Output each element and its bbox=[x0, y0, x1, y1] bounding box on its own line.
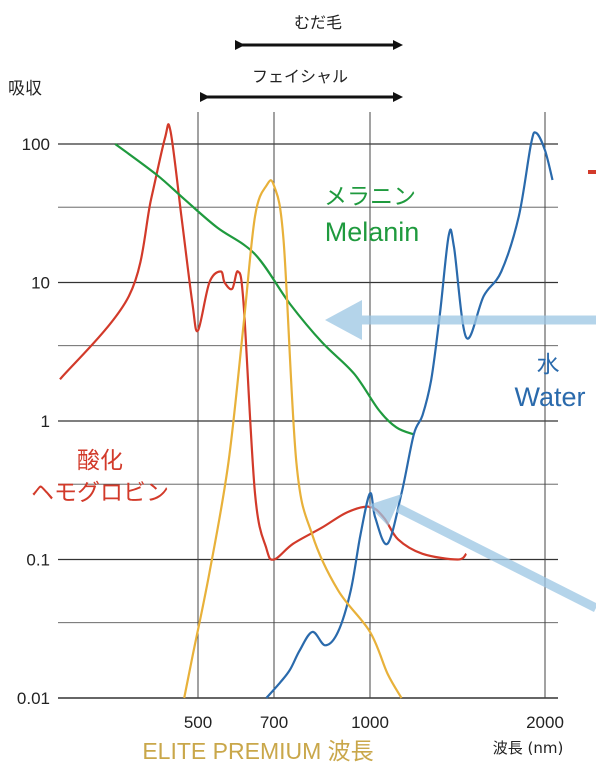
series-elite-premium bbox=[183, 179, 403, 699]
series-melanin bbox=[114, 143, 415, 436]
y-tick-label: 100 bbox=[22, 135, 50, 154]
blue-arrows bbox=[325, 300, 596, 613]
elite-premium-caption: ELITE PREMIUM 波長 bbox=[142, 738, 373, 764]
water-label-jp: 水 bbox=[537, 352, 560, 378]
y-tick-label: 1 bbox=[41, 412, 50, 431]
x-tick-label: 500 bbox=[184, 713, 212, 732]
label-melanin: メラニン Melanin bbox=[324, 184, 419, 247]
y-axis-label: 吸収 bbox=[8, 79, 42, 99]
x-tick-label: 1000 bbox=[351, 713, 389, 732]
x-tick-labels: 500 700 1000 2000 bbox=[184, 713, 564, 732]
series-water bbox=[265, 131, 554, 699]
x-tick-label: 700 bbox=[260, 713, 288, 732]
range-hair: むだ毛 bbox=[235, 13, 403, 50]
hemoglobin-label-jp2: ヘモグロビン bbox=[31, 480, 169, 506]
x-axis-label: 波長 (nm) bbox=[493, 739, 564, 757]
y-tick-labels: 100 10 1 0.1 0.01 bbox=[17, 135, 50, 708]
range-facial-label: フェイシャル bbox=[252, 67, 348, 86]
x-tick-label: 2000 bbox=[526, 713, 564, 732]
gridlines bbox=[58, 112, 558, 699]
range-facial: フェイシャル bbox=[200, 67, 403, 102]
blue-arrow-head-upper bbox=[325, 300, 362, 340]
blue-arrow-shaft-lower bbox=[395, 503, 596, 613]
y-tick-label: 0.01 bbox=[17, 689, 50, 708]
y-tick-label: 0.1 bbox=[26, 551, 50, 570]
label-water: 水 Water bbox=[514, 352, 585, 412]
melanin-label-jp: メラニン bbox=[324, 184, 416, 210]
label-hemoglobin: 酸化 ヘモグロビン bbox=[31, 448, 169, 506]
hemoglobin-label-jp: 酸化 bbox=[77, 448, 123, 474]
melanin-label-en: Melanin bbox=[325, 217, 420, 247]
y-tick-label: 10 bbox=[31, 274, 50, 293]
range-hair-label: むだ毛 bbox=[294, 13, 342, 32]
series-lines bbox=[59, 123, 554, 699]
water-label-en: Water bbox=[514, 382, 585, 412]
blue-arrow-head-lower bbox=[368, 494, 402, 526]
